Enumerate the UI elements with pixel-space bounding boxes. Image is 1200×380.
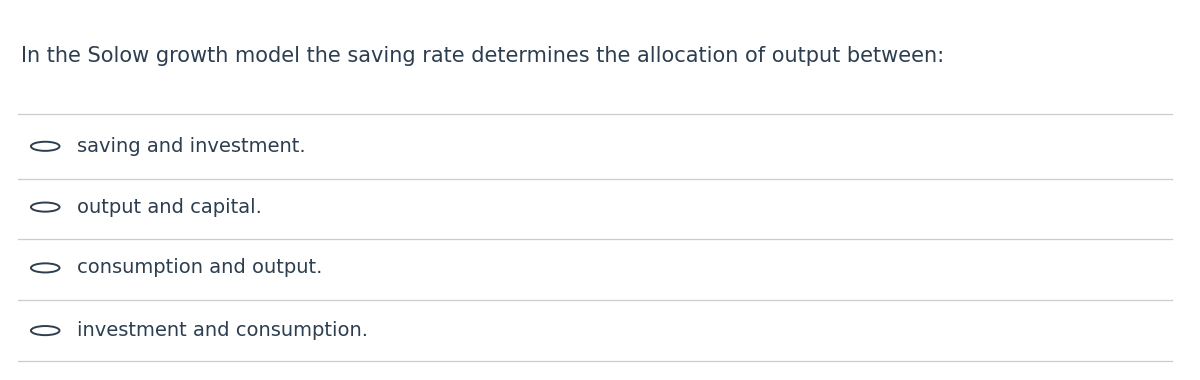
Text: In the Solow growth model the saving rate determines the allocation of output be: In the Solow growth model the saving rat… [22, 46, 944, 66]
Text: output and capital.: output and capital. [77, 198, 263, 217]
Text: consumption and output.: consumption and output. [77, 258, 323, 277]
Text: investment and consumption.: investment and consumption. [77, 321, 368, 340]
Text: saving and investment.: saving and investment. [77, 137, 306, 156]
